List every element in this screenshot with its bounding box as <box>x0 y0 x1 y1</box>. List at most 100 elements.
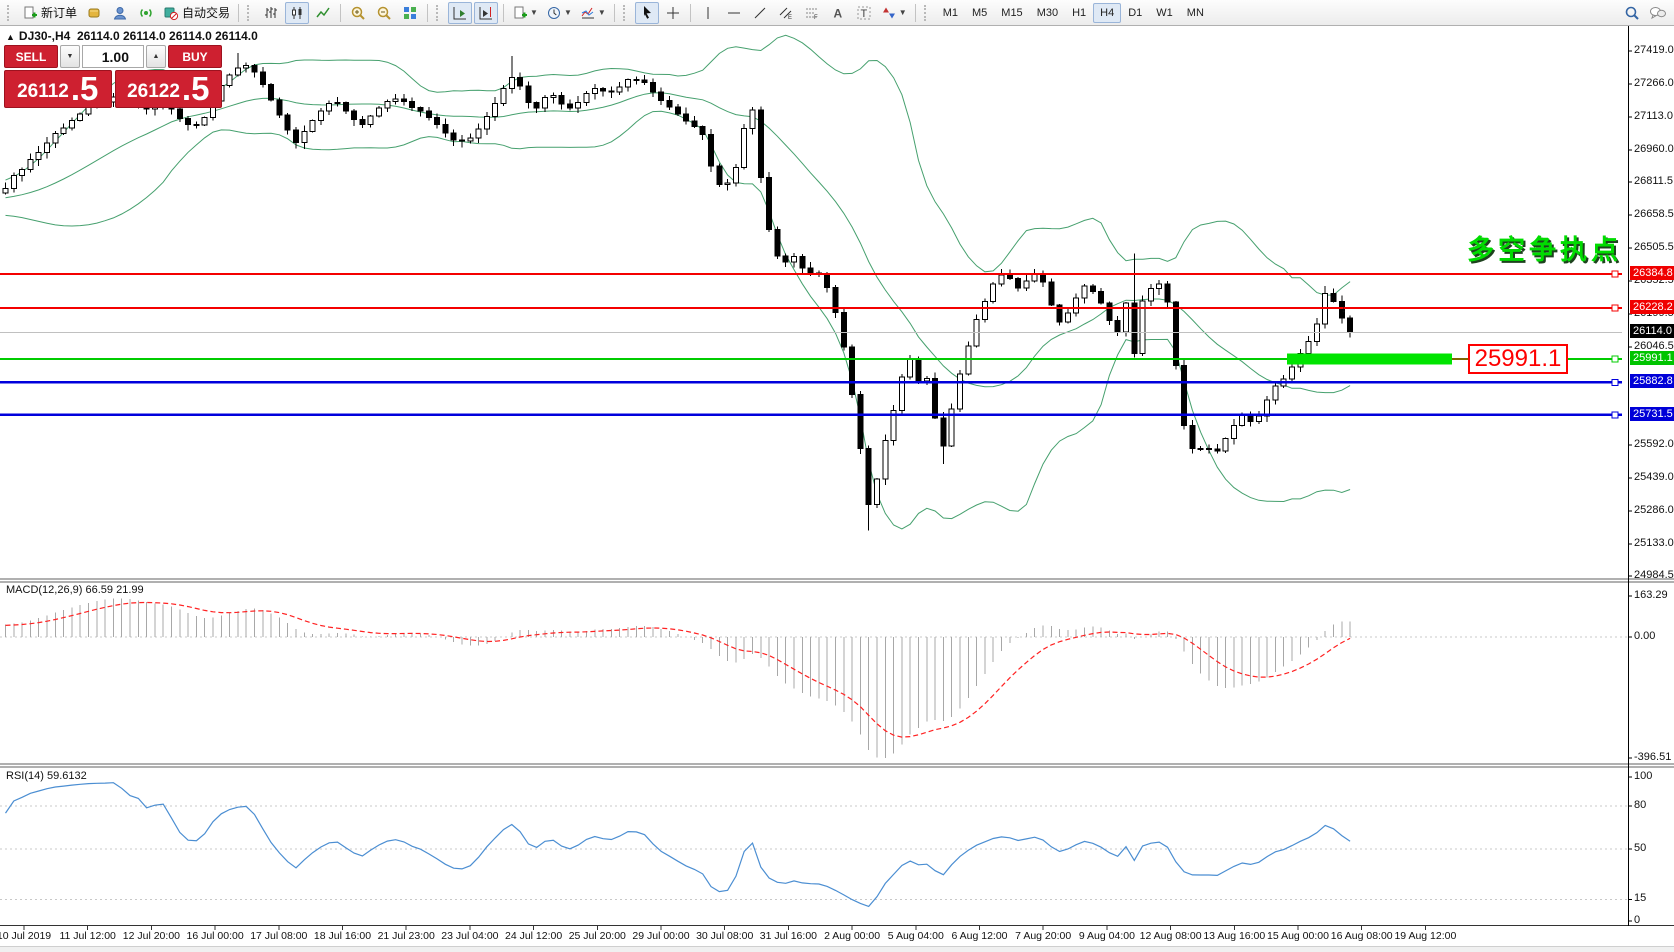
price-tick: 24984.5 <box>1634 569 1674 582</box>
time-label: 11 Jul 12:00 <box>59 930 116 942</box>
green-zone-bar[interactable] <box>1287 353 1452 365</box>
macd-scale-label: -396.51 <box>1634 751 1672 763</box>
price-tick: 26811.5 <box>1634 175 1673 188</box>
rsi-scale-label: 50 <box>1634 842 1647 854</box>
toolbar: 新订单 自动交易 ▼ ▼ ▼ E F A T ▼ <box>0 0 1674 26</box>
volume-decrease-button[interactable]: ▼ <box>60 45 80 68</box>
svg-text:F: F <box>814 15 818 21</box>
timeframe-button-m15[interactable]: M15 <box>1001 6 1023 19</box>
tile-windows-button[interactable] <box>398 2 422 24</box>
hline-button[interactable] <box>722 2 746 24</box>
price-line-label: 25882.8 <box>1630 374 1674 389</box>
timeframe-button-h1[interactable]: H1 <box>1072 6 1087 19</box>
rsi-scale-label: 0 <box>1634 914 1641 926</box>
bar-chart-button[interactable] <box>259 2 283 24</box>
timeframe-button-d1[interactable]: D1 <box>1128 6 1143 19</box>
crosshair-button[interactable] <box>661 2 685 24</box>
toolbar-grip <box>7 4 14 21</box>
candlestick-chart-icon <box>289 5 305 21</box>
sell-button[interactable]: SELL <box>4 45 58 68</box>
symbol-period: DJ30-,H4 <box>18 29 71 43</box>
ohlc-values: 26114.0 26114.0 26114.0 26114.0 <box>76 29 258 43</box>
level-callout: 25991.1 <box>1468 344 1568 374</box>
time-label: 15 Aug 00:00 <box>1267 930 1329 942</box>
auto-trading-button[interactable]: 自动交易 <box>160 2 233 24</box>
text-icon: A <box>830 5 846 21</box>
community-button[interactable] <box>108 2 132 24</box>
chat-button[interactable] <box>1646 2 1670 24</box>
search-button[interactable] <box>1620 2 1644 24</box>
chart-shift-icon <box>478 5 494 21</box>
time-label: 9 Aug 04:00 <box>1078 930 1135 942</box>
time-label: 10 Jul 2019 <box>0 930 52 942</box>
timeframe-button-m5[interactable]: M5 <box>972 6 988 19</box>
auto-trading-icon <box>163 5 179 21</box>
timeframe-button-w1[interactable]: W1 <box>1156 6 1173 19</box>
collapse-icon[interactable]: ▲ <box>6 32 15 42</box>
support-line-1-handle[interactable] <box>1611 378 1619 386</box>
broadcast-button[interactable] <box>134 2 158 24</box>
text-button[interactable]: A <box>826 2 850 24</box>
new-chart-button[interactable]: ▼ <box>509 2 541 24</box>
channel-button[interactable]: E <box>774 2 798 24</box>
candlestick-series <box>2 52 1354 531</box>
time-label: 21 Jul 23:00 <box>377 930 435 942</box>
zoom-out-button[interactable] <box>372 2 396 24</box>
fibonacci-button[interactable]: F <box>800 2 824 24</box>
vline-icon <box>700 5 716 21</box>
new-order-label: 新订单 <box>41 6 78 20</box>
cursor-button[interactable] <box>634 1 659 24</box>
text-label-button[interactable]: T <box>852 2 876 24</box>
price-tick: 27419.0 <box>1634 44 1674 56</box>
timeframe-button-h4[interactable]: H4 <box>1093 2 1122 23</box>
chevron-down-icon: ▼ <box>530 8 538 17</box>
arrows-button[interactable]: ▼ <box>878 2 910 24</box>
chevron-down-icon: ▼ <box>563 8 572 17</box>
timeframe-button-m30[interactable]: M30 <box>1036 6 1059 19</box>
chart-shift-button[interactable] <box>474 1 499 24</box>
buy-price-panel[interactable]: 26122 .5 <box>114 70 222 108</box>
price-tick: 26505.5 <box>1634 241 1674 253</box>
volume-input[interactable]: 1.00 <box>82 45 144 68</box>
timeframe-button-mn[interactable]: MN <box>1186 6 1204 19</box>
line-chart-button[interactable] <box>311 2 335 24</box>
rsi-indicator <box>0 782 1628 908</box>
time-label: 31 Jul 16:00 <box>759 930 817 942</box>
templates-button[interactable]: ▼ <box>577 2 609 24</box>
time-label: 24 Jul 12:00 <box>504 930 563 942</box>
crosshair-icon <box>665 5 681 21</box>
green-level-line-handle[interactable] <box>1611 355 1619 363</box>
vline-button[interactable] <box>696 2 720 24</box>
time-label: 12 Aug 08:00 <box>1139 930 1202 942</box>
sell-price-panel[interactable]: 26112 .5 <box>4 70 112 108</box>
trendline-button[interactable] <box>748 2 772 24</box>
chart-frame <box>0 26 1674 930</box>
rsi-scale-label: 15 <box>1634 892 1647 905</box>
line-chart-icon <box>315 5 331 21</box>
resistance-line-1-handle[interactable] <box>1611 270 1619 278</box>
support-line-2-handle[interactable] <box>1611 411 1619 419</box>
zoom-in-button[interactable] <box>346 2 370 24</box>
new-order-button[interactable]: 新订单 <box>19 2 80 24</box>
timeframe-button-m1[interactable]: M1 <box>942 6 958 19</box>
svg-text:E: E <box>788 15 792 21</box>
price-tick: 27266.0 <box>1634 77 1674 89</box>
time-label: 5 Aug 04:00 <box>887 930 944 942</box>
candlestick-chart-button[interactable] <box>285 1 310 24</box>
last-bar-arrow: ↓ <box>1341 303 1347 315</box>
gold-chip-button[interactable] <box>82 2 106 24</box>
buy-button[interactable]: BUY <box>168 45 222 68</box>
svg-text:T: T <box>860 8 867 20</box>
price-tick: 25133.0 <box>1634 537 1674 549</box>
auto-scroll-button[interactable] <box>448 1 473 24</box>
periods-button[interactable]: ▼ <box>543 2 575 24</box>
new-chart-icon <box>512 5 528 21</box>
contention-annotation: 多空争执点 <box>1467 235 1622 265</box>
cursor-icon <box>639 5 655 21</box>
periods-icon <box>546 5 562 21</box>
resistance-line-2-handle[interactable] <box>1611 304 1619 312</box>
volume-increase-button[interactable]: ▲ <box>146 45 166 68</box>
bar-chart-icon <box>263 5 279 21</box>
sell-price-main: 26112 <box>17 81 69 102</box>
